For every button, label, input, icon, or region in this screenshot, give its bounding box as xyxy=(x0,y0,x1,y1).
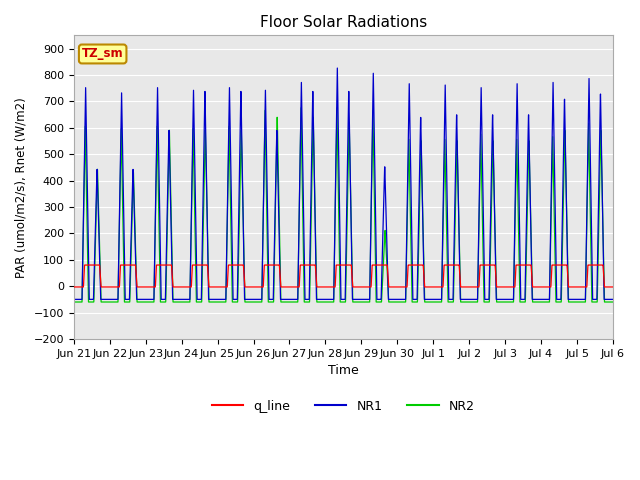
Y-axis label: PAR (umol/m2/s), Rnet (W/m2): PAR (umol/m2/s), Rnet (W/m2) xyxy=(15,97,28,277)
Legend: q_line, NR1, NR2: q_line, NR1, NR2 xyxy=(207,395,480,418)
NR1 xyxy=(495,297,502,302)
NR1 xyxy=(465,297,472,302)
X-axis label: Time: Time xyxy=(328,364,359,377)
NR2 xyxy=(609,299,616,305)
Line: NR1: NR1 xyxy=(74,68,613,300)
NR2 xyxy=(323,299,331,305)
q_line xyxy=(70,284,77,290)
q_line xyxy=(465,284,472,290)
q_line xyxy=(81,262,88,268)
NR2 xyxy=(167,189,175,195)
NR1 xyxy=(609,297,617,302)
q_line xyxy=(609,284,616,290)
NR2 xyxy=(435,299,442,305)
q_line xyxy=(609,284,617,290)
Text: TZ_sm: TZ_sm xyxy=(82,48,124,60)
NR2 xyxy=(495,299,502,305)
NR1 xyxy=(323,297,331,302)
NR2 xyxy=(609,299,617,305)
NR1 xyxy=(333,65,341,71)
Line: q_line: q_line xyxy=(74,265,613,287)
NR1 xyxy=(435,297,442,302)
q_line xyxy=(495,284,502,290)
q_line xyxy=(323,284,331,290)
NR2 xyxy=(70,299,77,305)
Line: NR2: NR2 xyxy=(74,108,613,302)
Title: Floor Solar Radiations: Floor Solar Radiations xyxy=(260,15,427,30)
NR2 xyxy=(465,299,472,305)
NR2 xyxy=(297,105,305,111)
q_line xyxy=(435,284,442,290)
NR1 xyxy=(609,297,616,302)
NR1 xyxy=(70,297,77,302)
q_line xyxy=(167,262,175,268)
NR1 xyxy=(167,205,175,211)
